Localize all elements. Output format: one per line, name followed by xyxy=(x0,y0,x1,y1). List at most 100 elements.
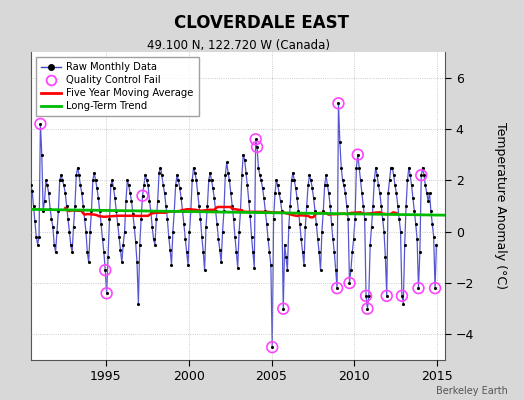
Point xyxy=(322,172,330,178)
Point xyxy=(119,241,127,248)
Point xyxy=(370,177,378,184)
Point xyxy=(115,234,123,240)
Point xyxy=(385,177,394,184)
Point xyxy=(383,293,391,299)
Point xyxy=(71,203,79,209)
Point xyxy=(160,190,169,196)
Point xyxy=(187,208,195,214)
Point xyxy=(413,236,421,242)
Point xyxy=(169,228,177,235)
Point xyxy=(308,185,316,191)
Point xyxy=(236,208,245,214)
Point xyxy=(319,208,328,214)
Point xyxy=(83,249,92,256)
Point xyxy=(421,182,430,189)
Point xyxy=(132,239,140,245)
Point xyxy=(380,228,388,235)
Point xyxy=(155,170,163,176)
Point xyxy=(420,172,428,178)
Point xyxy=(73,164,82,171)
Point xyxy=(247,234,256,240)
Point xyxy=(54,208,62,214)
Point xyxy=(57,172,66,178)
Point xyxy=(258,185,267,191)
Point xyxy=(318,228,326,235)
Point xyxy=(130,223,138,230)
Point xyxy=(395,216,403,222)
Point xyxy=(376,190,384,196)
Point xyxy=(383,293,391,299)
Point xyxy=(391,182,399,189)
Point xyxy=(424,198,432,204)
Point xyxy=(394,203,402,209)
Point xyxy=(398,293,406,299)
Point xyxy=(373,172,381,178)
Point xyxy=(301,223,310,230)
Point xyxy=(378,216,387,222)
Point xyxy=(184,262,192,268)
Point xyxy=(47,216,56,222)
Point xyxy=(304,182,312,189)
Point xyxy=(171,182,180,189)
Point xyxy=(202,223,210,230)
Point xyxy=(208,177,216,184)
Point xyxy=(330,249,339,256)
Point xyxy=(95,208,104,214)
Point xyxy=(332,267,340,273)
Point xyxy=(392,190,401,196)
Point xyxy=(116,246,125,253)
Point xyxy=(422,190,431,196)
Point xyxy=(220,208,228,214)
Text: Berkeley Earth: Berkeley Earth xyxy=(436,386,508,396)
Point xyxy=(69,223,78,230)
Point xyxy=(39,208,47,214)
Point xyxy=(282,254,290,260)
Point xyxy=(165,234,173,240)
Point xyxy=(209,185,217,191)
Point xyxy=(351,216,359,222)
Point xyxy=(407,182,416,189)
Point xyxy=(265,249,274,256)
Point xyxy=(134,300,143,307)
Point xyxy=(192,177,201,184)
Point xyxy=(416,249,424,256)
Point xyxy=(328,221,336,227)
Point xyxy=(140,182,148,189)
Point xyxy=(269,216,278,222)
Point xyxy=(312,221,321,227)
Point xyxy=(43,182,51,189)
Point xyxy=(99,236,107,242)
Point xyxy=(410,208,419,214)
Point xyxy=(97,221,105,227)
Point xyxy=(294,208,303,214)
Point xyxy=(40,198,49,204)
Point xyxy=(249,249,257,256)
Point xyxy=(274,182,282,189)
Point xyxy=(358,190,366,196)
Point xyxy=(419,164,427,171)
Point xyxy=(268,344,277,350)
Point xyxy=(196,216,205,222)
Point xyxy=(430,234,438,240)
Point xyxy=(67,241,75,248)
Point xyxy=(333,285,341,291)
Point xyxy=(76,182,84,189)
Point xyxy=(101,267,110,273)
Point xyxy=(417,172,425,178)
Point xyxy=(45,190,53,196)
Point xyxy=(49,223,57,230)
Point xyxy=(177,195,185,202)
Point xyxy=(166,246,174,253)
Point xyxy=(108,177,116,184)
Point xyxy=(399,300,408,307)
Point xyxy=(56,177,64,184)
Point xyxy=(362,293,370,299)
Point xyxy=(68,249,77,256)
Point xyxy=(350,236,358,242)
Point xyxy=(195,203,203,209)
Point xyxy=(180,221,188,227)
Point xyxy=(307,177,315,184)
Point xyxy=(36,121,45,127)
Title: 49.100 N, 122.720 W (Canada): 49.100 N, 122.720 W (Canada) xyxy=(147,39,330,52)
Point xyxy=(305,172,314,178)
